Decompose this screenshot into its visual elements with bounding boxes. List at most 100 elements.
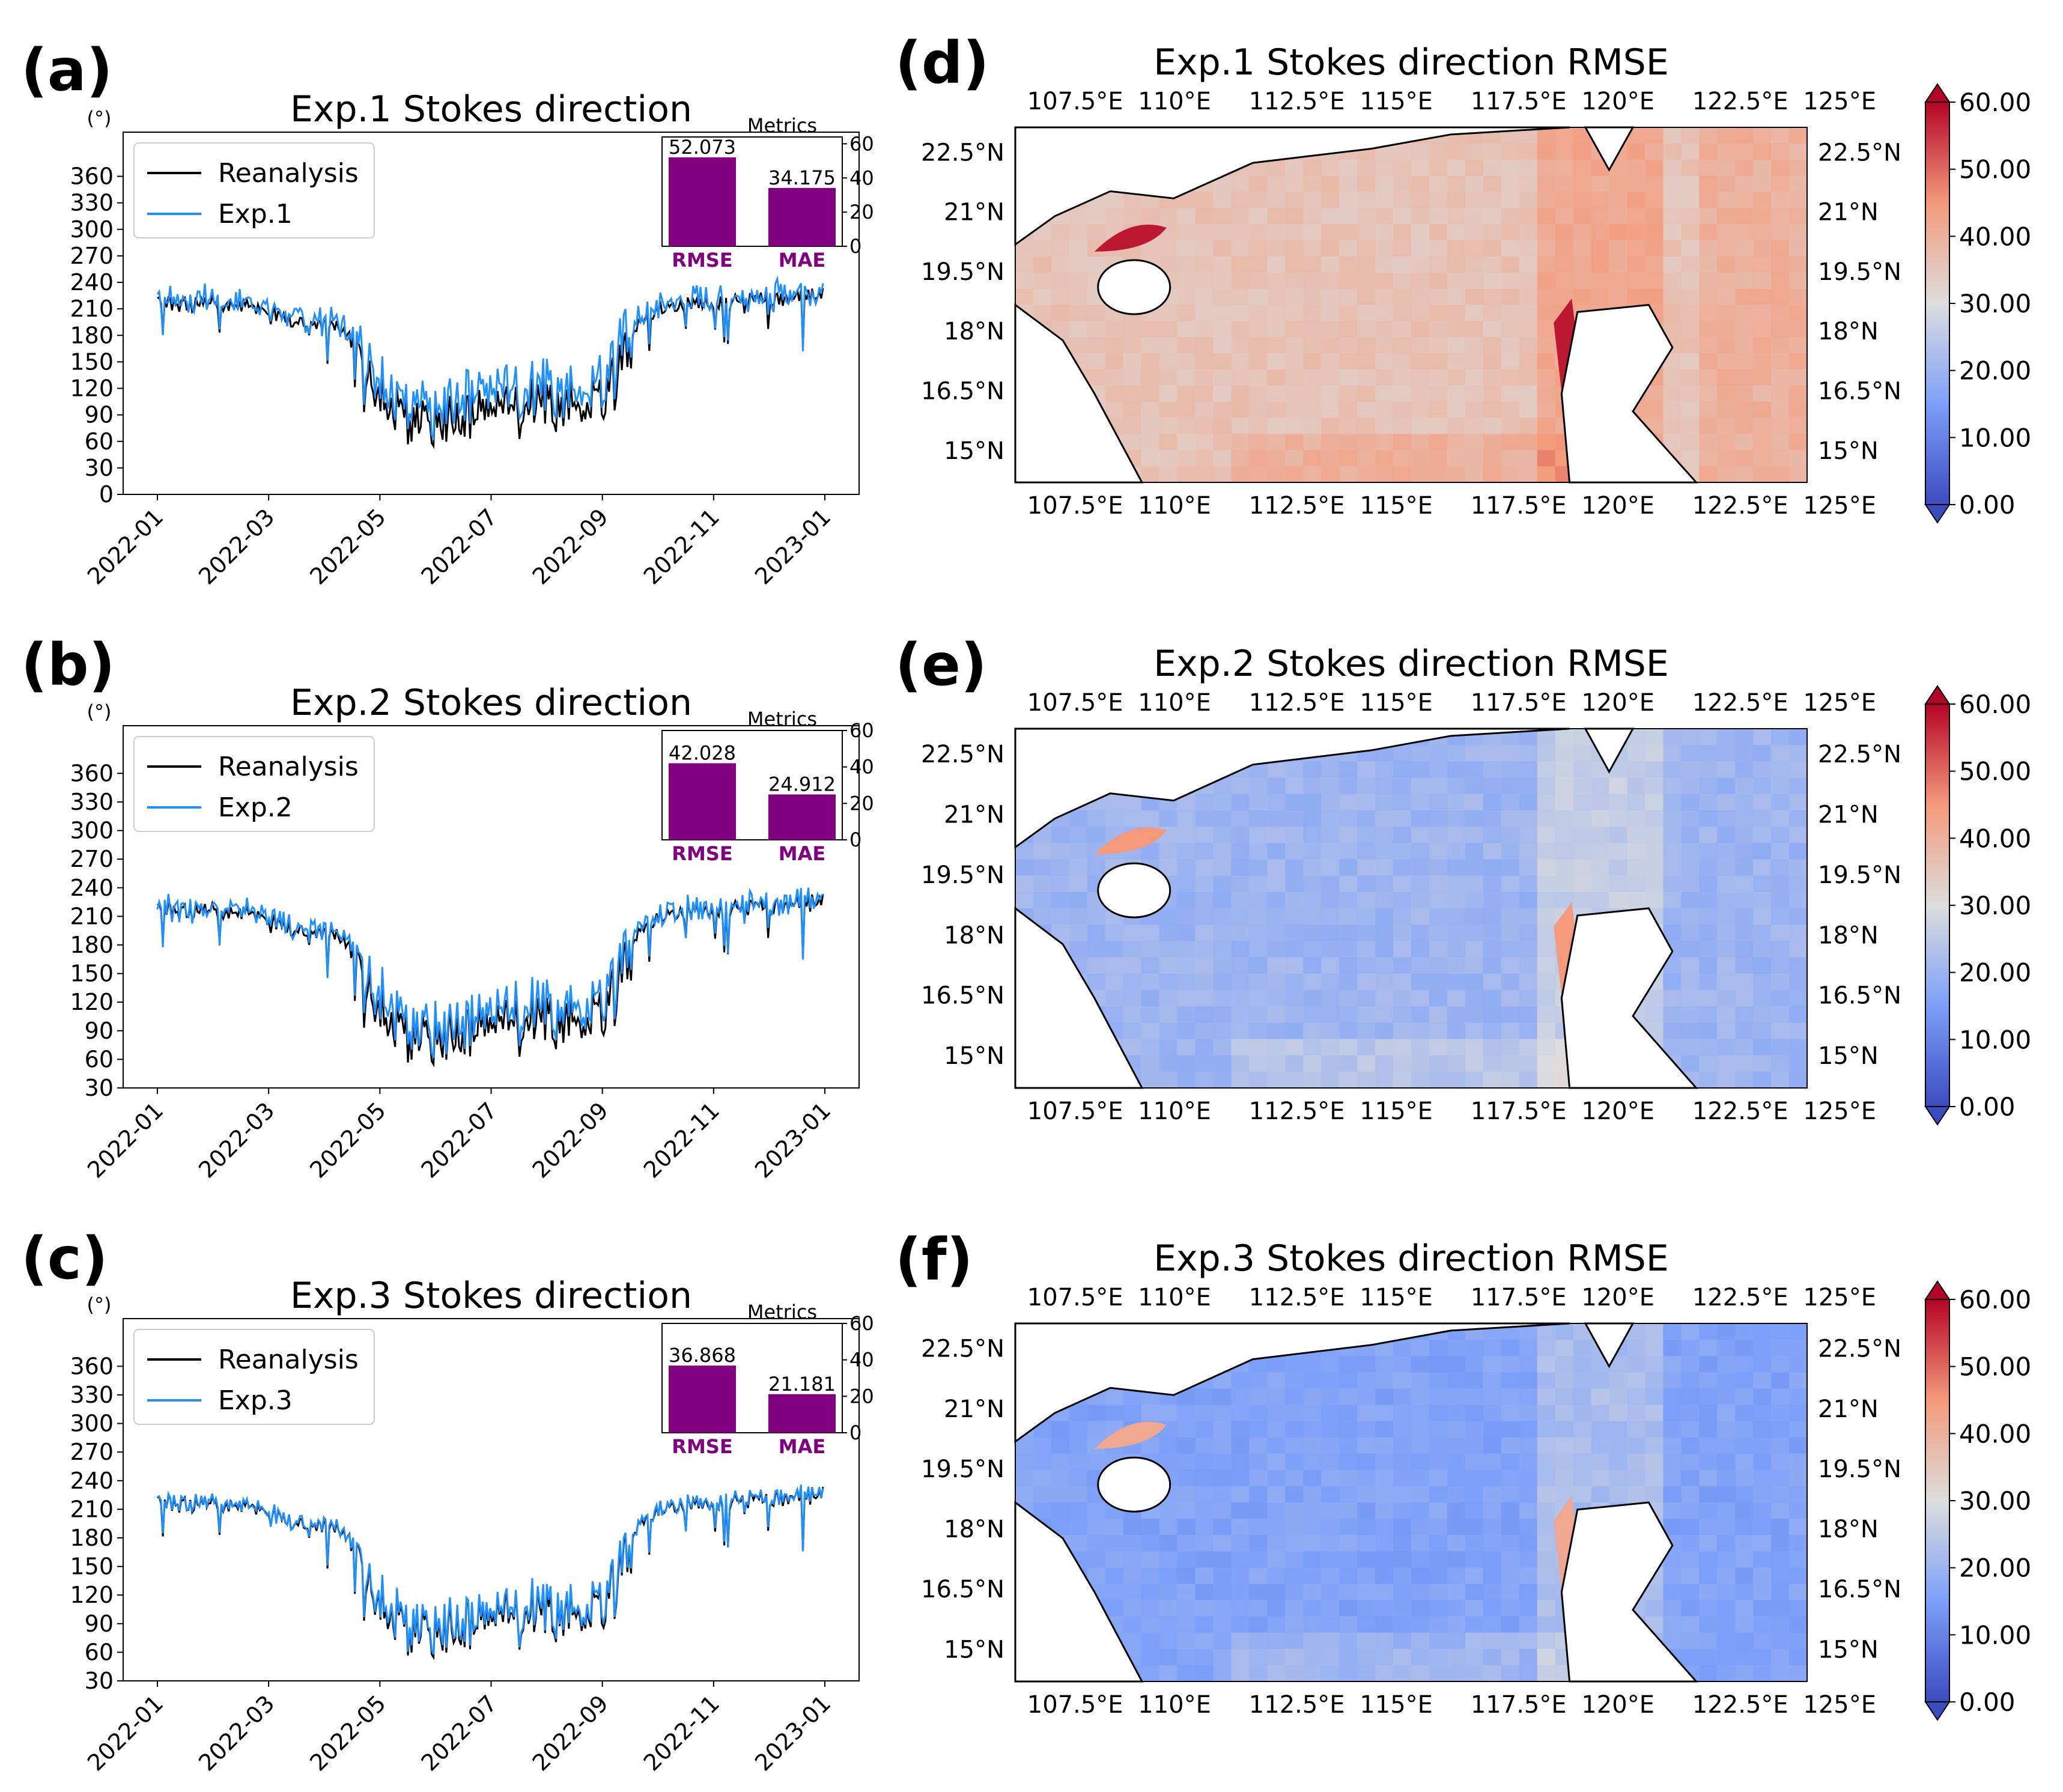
heatmap-cell [1483, 1551, 1502, 1569]
heatmap-cell [1789, 1486, 1808, 1503]
heatmap-cell [1267, 321, 1286, 338]
heatmap-cell [1375, 1469, 1394, 1487]
heatmap-cell [1303, 192, 1322, 209]
heatmap-cell [1789, 143, 1808, 160]
heatmap-cell [1483, 192, 1502, 209]
heatmap-cell [1177, 989, 1196, 1007]
heatmap-cell [1411, 1648, 1430, 1666]
heatmap-cell [1393, 891, 1412, 909]
heatmap-cell [1285, 957, 1304, 974]
lon-tick-label-top: 112.5°E [1249, 1284, 1345, 1311]
x-tick-label: 2022-01 [82, 1690, 168, 1776]
heatmap-cell [1267, 1567, 1286, 1585]
heatmap-cell [1681, 891, 1700, 909]
heatmap-cell [1465, 353, 1484, 370]
heatmap-cell [1321, 224, 1340, 241]
heatmap-cell [1717, 1022, 1736, 1040]
heatmap-cell [1447, 1405, 1466, 1422]
heatmap-cell [1717, 353, 1736, 370]
heatmap-cell [1393, 1405, 1412, 1422]
heatmap-cell [1339, 1600, 1358, 1617]
heatmap-cell [1159, 1551, 1178, 1569]
lat-tick-label-left: 18°N [944, 318, 1004, 345]
heatmap-cell [1753, 385, 1772, 402]
heatmap-cell [1717, 810, 1736, 828]
heatmap-cell [1159, 973, 1178, 991]
heatmap-cell [1699, 810, 1718, 828]
heatmap-cell [1681, 1519, 1700, 1536]
heatmap-cell [1195, 941, 1214, 958]
heatmap-cell [1573, 240, 1592, 257]
heatmap-cell [1771, 843, 1790, 860]
heatmap-cell [1519, 1535, 1538, 1552]
heatmap-cell [1771, 810, 1790, 828]
heatmap-cell [1177, 1519, 1196, 1536]
heatmap-cell [1465, 810, 1484, 828]
heatmap-cell [1735, 1648, 1754, 1666]
heatmap-cell [1537, 1340, 1556, 1357]
heatmap-cell [1555, 1405, 1574, 1422]
heatmap-cell [1699, 1071, 1718, 1089]
heatmap-cell [1303, 175, 1322, 193]
heatmap-cell [1159, 305, 1178, 322]
heatmap-cell [1717, 989, 1736, 1007]
heatmap-cell [1699, 729, 1718, 746]
heatmap-cell [1393, 925, 1412, 942]
heatmap-cell [1267, 794, 1286, 811]
heatmap-cell [1321, 908, 1340, 926]
heatmap-cell [1123, 401, 1142, 419]
lat-tick-label-left: 15°N [944, 437, 1004, 465]
heatmap-cell [1465, 1388, 1484, 1406]
heatmap-cell [1303, 434, 1322, 451]
heatmap-cell [1105, 1535, 1124, 1552]
heatmap-cell [1789, 1405, 1808, 1422]
lat-tick-label-left: 22.5°N [921, 1335, 1004, 1363]
lat-tick-label-left: 18°N [944, 1516, 1004, 1543]
heatmap-cell [1213, 401, 1232, 419]
inset-bar-value: 36.868 [669, 1344, 736, 1367]
heatmap-cell [1357, 175, 1376, 193]
heatmap-cell [1555, 1421, 1574, 1438]
heatmap-cell [1231, 1600, 1250, 1617]
coastal-hotspot [1094, 1421, 1167, 1449]
heatmap-cell [1465, 1551, 1484, 1569]
heatmap-cell [1267, 288, 1286, 306]
heatmap-cell [1411, 1405, 1430, 1422]
lon-tick-label-bottom: 107.5°E [1027, 1098, 1123, 1125]
heatmap-cell [1015, 1469, 1034, 1487]
lat-tick-label-right: 18°N [1818, 318, 1879, 345]
heatmap-cell [1231, 288, 1250, 306]
heatmap-cell [1159, 810, 1178, 828]
heatmap-cell [1285, 973, 1304, 991]
heatmap-cell [1555, 1323, 1574, 1341]
heatmap-cell [1375, 1567, 1394, 1585]
heatmap-cell [1699, 761, 1718, 779]
heatmap-cell [1303, 385, 1322, 402]
inset-title: Metrics [747, 114, 817, 137]
heatmap-cell [1555, 1469, 1574, 1487]
x-tick-label: 2022-05 [305, 1690, 390, 1776]
x-tick-label: 2022-03 [193, 503, 279, 589]
heatmap-cell [1159, 466, 1178, 483]
heatmap-cell [1375, 353, 1394, 370]
inset-bar-mae [768, 794, 836, 840]
heatmap-cell [1123, 208, 1142, 225]
heatmap-cell [1249, 1616, 1268, 1633]
heatmap-cell [1339, 1616, 1358, 1633]
heatmap-cell [1321, 1388, 1340, 1406]
heatmap-cell [1645, 761, 1664, 779]
heatmap-cell [1321, 843, 1340, 860]
heatmap-cell [1663, 1437, 1682, 1454]
heatmap-cell [1465, 1486, 1484, 1503]
heatmap-cell [1195, 401, 1214, 419]
heatmap-cell [1501, 1665, 1520, 1682]
heatmap-cell [1519, 385, 1538, 402]
heatmap-cell [1771, 1388, 1790, 1406]
heatmap-cell [1537, 288, 1556, 306]
lon-tick-label-bottom: 125°E [1803, 1098, 1876, 1125]
heatmap-cell [1285, 1055, 1304, 1072]
inset-y-tick-label: 40 [849, 166, 874, 189]
lon-tick-label-top: 117.5°E [1471, 689, 1567, 717]
x-tick-label: 2022-05 [305, 503, 390, 589]
heatmap-cell [1375, 1022, 1394, 1040]
